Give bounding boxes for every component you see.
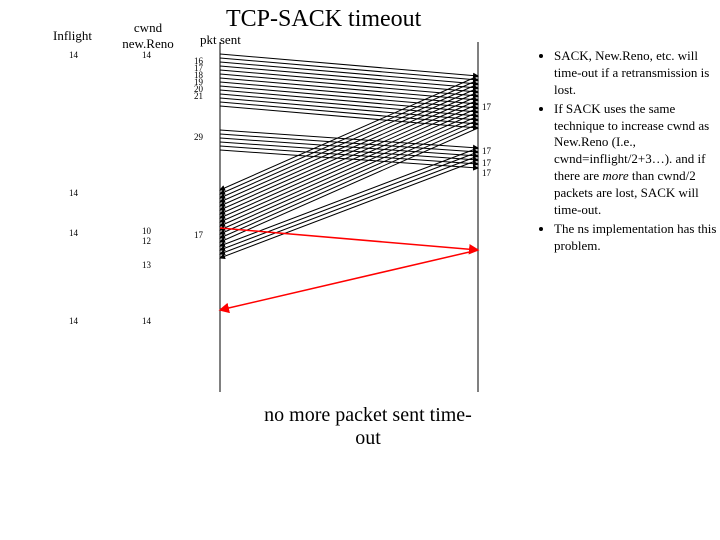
pktsent-val-5: 21 <box>194 91 203 101</box>
cwnd-val-1: 10 <box>142 226 151 236</box>
ack-val-1: 17 <box>482 146 491 156</box>
bullet-list: SACK, New.Reno, etc. will time-out if a … <box>540 48 720 257</box>
inflight-val-3: 14 <box>69 316 78 326</box>
cwnd-val-0: 14 <box>142 50 151 60</box>
bullet-0: SACK, New.Reno, etc. will time-out if a … <box>554 48 720 99</box>
inflight-val-2: 14 <box>69 228 78 238</box>
ack-val-0: 17 <box>482 102 491 112</box>
pktsent-val-6: 29 <box>194 132 203 142</box>
inflight-val-1: 14 <box>69 188 78 198</box>
pktsent-val-7: 17 <box>194 230 203 240</box>
diagram-root: TCP-SACK timeout Inflight cwnd new.Reno … <box>0 0 720 540</box>
cwnd-val-4: 14 <box>142 316 151 326</box>
ack-val-2: 17 <box>482 158 491 168</box>
bullet-1: If SACK uses the same technique to incre… <box>554 101 720 219</box>
cwnd-val-3: 13 <box>142 260 151 270</box>
inflight-val-0: 14 <box>69 50 78 60</box>
bottom-message: no more packet sent time-out <box>258 404 478 450</box>
cwnd-val-2: 12 <box>142 236 151 246</box>
ack-val-3: 17 <box>482 168 491 178</box>
bullet-2: The ns implementation has this problem. <box>554 221 720 255</box>
